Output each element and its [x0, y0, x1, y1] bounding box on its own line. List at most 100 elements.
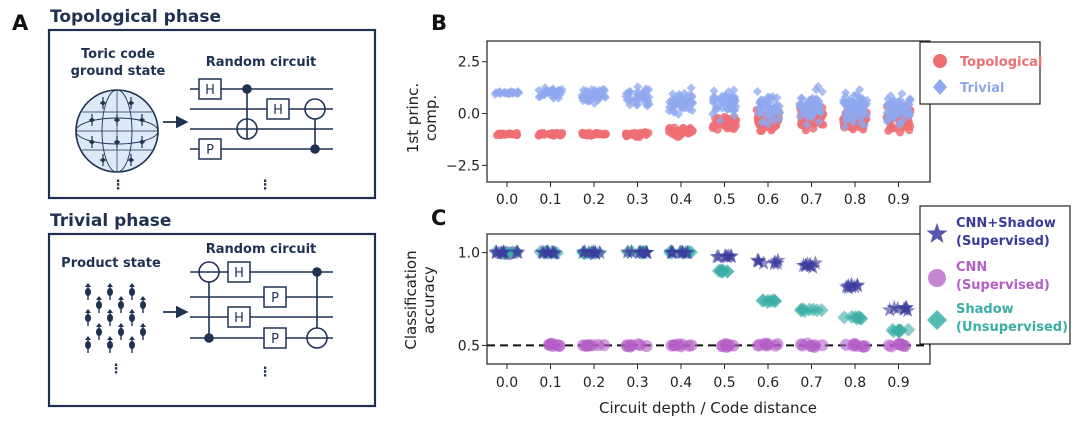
trivial-point [860, 120, 870, 130]
cnn-shadow-point [844, 279, 860, 294]
cnn-shadow-point [581, 244, 597, 259]
cnn-shadow-point [624, 244, 640, 259]
trivial-point [593, 94, 603, 104]
chart-c-xtick: 0.3 [626, 375, 648, 391]
trivial-point [847, 98, 857, 108]
trivial-point [775, 108, 785, 118]
trivial-point [887, 110, 897, 120]
topological-point [599, 130, 608, 139]
chart-c-ylabel-line1: Classification [402, 250, 420, 349]
svg-text:P: P [206, 143, 214, 158]
topological-random-circuit [190, 84, 333, 154]
legend-marker-trivial [933, 79, 947, 95]
trivial-point [855, 92, 865, 102]
cnn-shadow-point [709, 248, 725, 264]
shadow-point [755, 293, 770, 308]
trivial-point [720, 92, 730, 102]
trivial-random-circuit [190, 261, 333, 349]
gate-h-3: H [227, 261, 251, 283]
trivial-point [767, 94, 777, 104]
chart-b: 2.5 0.0 −2.5 0.0 0.1 0.2 0.3 0.4 0.5 0.6 0.7 0.8 0.9 [446, 55, 915, 208]
trivial-point [640, 93, 650, 103]
trivial-point [677, 104, 687, 114]
chart-c-xtick: 0.6 [757, 375, 779, 391]
trivial-point [676, 96, 685, 106]
trivial-point [756, 108, 766, 118]
chart-c-ytick: 1.0 [458, 246, 480, 262]
product-state-spins-icon [84, 282, 147, 354]
legend-label-trivial: Trivial [960, 81, 1004, 96]
chart-c-xtick: 0.5 [713, 375, 735, 391]
cnn-point [859, 340, 872, 353]
trivial-point [496, 89, 505, 98]
shadow-point [850, 310, 865, 325]
svg-text:H: H [205, 83, 215, 98]
cnn-shadow-point [798, 257, 814, 273]
topological-point [903, 122, 912, 131]
cnn-point [840, 338, 853, 351]
chart-c-xtick: 0.2 [583, 375, 605, 391]
trivial-point [512, 87, 522, 97]
cnn-shadow-point [592, 245, 608, 260]
cnn-shadow-point [896, 301, 912, 316]
trivial-point [644, 85, 654, 95]
topological-point [708, 124, 717, 132]
cnn-point [665, 339, 678, 352]
chart-c-xlabel: Circuit depth / Code distance [599, 399, 817, 417]
topological-point [512, 131, 521, 140]
chart-c-xtick: 0.0 [496, 375, 518, 391]
panel-c-label: C [431, 206, 446, 230]
topological-point [686, 127, 695, 136]
chart-b-xtick: 0.6 [757, 192, 779, 208]
topological-point [671, 131, 680, 140]
trivial-point [712, 102, 722, 112]
cnn-point [583, 339, 596, 352]
cnn-shadow-point [769, 255, 785, 270]
chart-b-xtick: 0.3 [626, 192, 648, 208]
cnn-shadow-point [545, 244, 561, 260]
topological-phase-title: Topological phase [50, 7, 221, 27]
cnn-shadow-point [886, 299, 902, 315]
trivial-point [729, 105, 738, 115]
chart-c-legend: CNN+Shadow (Supervised) CNN (Supervised)… [919, 205, 1071, 345]
chart-b-ytick: 2.5 [458, 55, 480, 71]
chart-b-xtick: 0.0 [496, 192, 518, 208]
legend-marker-topological [933, 54, 947, 68]
topological-point [809, 124, 818, 133]
cnn-point [801, 337, 814, 350]
trivial-point [687, 91, 697, 101]
topological-point [729, 125, 738, 134]
legend-marker-shadow [927, 310, 947, 330]
trivial-point [578, 85, 588, 95]
cnn-shadow-point [721, 248, 737, 263]
svg-text:H: H [273, 103, 283, 118]
trivial-point [802, 120, 812, 130]
cnn-point [899, 340, 912, 352]
product-state-label: Product state [61, 256, 161, 271]
toric-code-label-line2: ground state [71, 64, 166, 79]
shadow-point [767, 293, 782, 308]
cnn-shadow-point [749, 252, 765, 267]
trivial-point [729, 85, 739, 95]
toric-code-label-line1: Toric code [81, 47, 155, 62]
trivial-point [762, 104, 772, 114]
trivial-circuit-title: Random circuit [206, 242, 317, 257]
toric-code-sphere-icon [75, 89, 159, 173]
panel-a-label: A [12, 11, 29, 35]
legend-cnn-line2: (Supervised) [956, 278, 1050, 293]
shadow-point [716, 263, 730, 278]
trivial-point [841, 88, 851, 98]
svg-text:P: P [271, 332, 279, 347]
cnn-point [727, 339, 740, 352]
cnn-point [882, 339, 895, 352]
cnn-shadow-point [586, 243, 602, 259]
svg-text:H: H [234, 311, 244, 326]
trivial-point [683, 99, 692, 109]
trivial-point [679, 88, 689, 98]
svg-text:H: H [234, 266, 244, 281]
trivial-point [814, 96, 824, 106]
trivial-point [585, 95, 595, 105]
trivial-point [752, 87, 762, 96]
chart-c: 1.0 0.5 0.0 0.1 0.2 0.3 0.4 0.5 0.6 0.7 0.8 0.9 [458, 243, 930, 391]
legend-marker-cnn [928, 269, 946, 287]
